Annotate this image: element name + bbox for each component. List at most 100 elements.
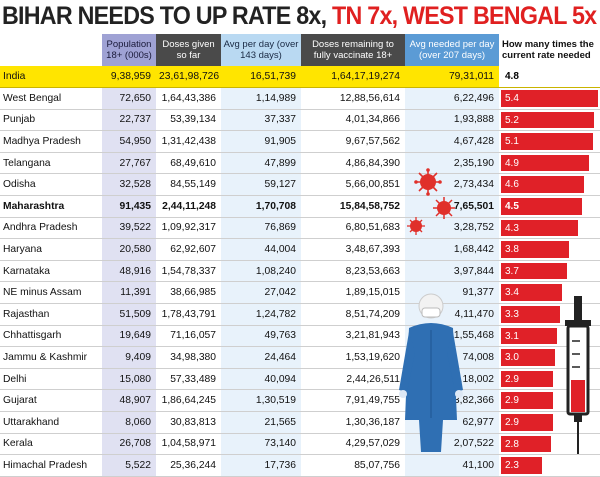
cell-rate: 3.7: [499, 260, 600, 283]
header-needed: Avg needed per day (over 207 days): [405, 34, 499, 66]
table-row: Rajasthan 51,509 1,78,43,791 1,24,782 8,51,7…: [0, 303, 600, 326]
cell-state: Gujarat: [0, 389, 102, 412]
cell-doses: 1,86,64,245: [156, 389, 221, 412]
rate-bar: 2.8: [501, 435, 552, 453]
table-row: West Bengal 72,650 1,64,43,386 1,14,989 12,8…: [0, 87, 600, 110]
rate-bar: 4.8: [501, 68, 519, 85]
cell-needed: 7,65,501: [405, 195, 499, 218]
cell-remaining: 4,86,84,390: [301, 152, 405, 175]
rate-bar: 5.1: [501, 133, 593, 150]
cell-needed: 2,35,190: [405, 152, 499, 175]
title-part1: BIHAR NEEDS TO UP RATE 8x,: [2, 2, 333, 30]
cell-remaining: 12,88,56,614: [301, 87, 405, 110]
cell-avg: 17,736: [221, 454, 301, 477]
cell-state: Delhi: [0, 368, 102, 391]
rate-label: 3.7: [505, 265, 519, 277]
cell-population: 8,060: [102, 411, 156, 434]
rate-label: 4.9: [505, 157, 519, 169]
header-population: Population 18+ (000s): [102, 34, 156, 66]
cell-population: 22,737: [102, 109, 156, 132]
rate-bar: 4.5: [501, 198, 582, 215]
cell-avg: 1,14,989: [221, 87, 301, 110]
cell-needed: 4,11,470: [405, 303, 499, 326]
cell-needed: 2,07,522: [405, 433, 499, 456]
cell-doses: 1,54,78,337: [156, 260, 221, 283]
cell-avg: 1,24,782: [221, 303, 301, 326]
cell-population: 5,522: [102, 454, 156, 477]
cell-remaining: 3,21,81,943: [301, 325, 405, 348]
cell-state: West Bengal: [0, 87, 102, 110]
table-row-india: India 9,38,959 23,61,98,726 16,51,739 1,64,1…: [0, 66, 600, 89]
cell-remaining: 2,44,26,511: [301, 368, 405, 391]
rate-label: 5.1: [505, 136, 519, 148]
cell-needed: 41,100: [405, 454, 499, 477]
cell-rate: 4.9: [499, 152, 600, 175]
cell-population: 32,528: [102, 173, 156, 197]
cell-remaining: 7,91,49,755: [301, 389, 405, 412]
rate-bar: 3.8: [501, 241, 570, 258]
cell-state: Chhattisgarh: [0, 325, 102, 348]
header-avg: Avg per day (over 143 days): [221, 34, 301, 66]
table-row: Madhya Pradesh 54,950 1,31,42,438 91,905 9,6…: [0, 130, 600, 153]
cell-doses: 38,66,985: [156, 281, 221, 305]
table-row: Karnataka 48,916 1,54,78,337 1,08,240 8,23,5…: [0, 260, 600, 283]
cell-state: Maharashtra: [0, 195, 102, 218]
cell-avg: 76,869: [221, 217, 301, 240]
cell-population: 27,767: [102, 152, 156, 175]
title-part2: TN 7x, WEST BENGAL 5x: [332, 2, 597, 30]
cell-rate: 3.1: [499, 325, 600, 348]
rate-label: 3.4: [505, 287, 519, 299]
cell-rate: 4.3: [499, 217, 600, 240]
rate-bar: 3.7: [501, 262, 568, 280]
table-row: Uttarakhand 8,060 30,83,813 21,565 1,30,36,1…: [0, 411, 600, 434]
cell-state: Telangana: [0, 152, 102, 175]
cell-rate: 4.5: [499, 195, 600, 218]
table-row: Delhi 15,080 57,33,489 40,094 2,44,26,511 1,1…: [0, 368, 600, 391]
rate-label: 3.1: [505, 330, 519, 342]
cell-avg: 59,127: [221, 173, 301, 197]
cell-doses: 1,09,92,317: [156, 217, 221, 240]
cell-avg: 1,70,708: [221, 195, 301, 218]
rate-bar: 4.3: [501, 219, 579, 237]
cell-remaining: 5,66,00,851: [301, 173, 405, 197]
cell-avg: 37,337: [221, 109, 301, 132]
cell-state: Punjab: [0, 109, 102, 132]
cell-doses: 62,92,607: [156, 238, 221, 261]
cell-remaining: 1,89,15,015: [301, 281, 405, 305]
cell-avg: 16,51,739: [221, 66, 301, 89]
rate-bar: 2.3: [501, 457, 543, 474]
cell-population: 48,916: [102, 260, 156, 283]
table-row: Himachal Pradesh 5,522 25,36,244 17,736 85,0…: [0, 454, 600, 477]
header-state: [0, 34, 102, 66]
cell-avg: 73,140: [221, 433, 301, 456]
cell-remaining: 8,23,53,663: [301, 260, 405, 283]
cell-rate: 2.8: [499, 433, 600, 456]
cell-avg: 1,08,240: [221, 260, 301, 283]
cell-population: 39,522: [102, 217, 156, 240]
cell-rate: 5.2: [499, 109, 600, 132]
cell-remaining: 8,51,74,209: [301, 303, 405, 326]
table-row: Odisha 32,528 84,55,149 59,127 5,66,00,851 2,…: [0, 173, 600, 197]
cell-needed: 2,73,434: [405, 173, 499, 197]
table-row: Maharashtra 91,435 2,44,11,248 1,70,708 15,8…: [0, 195, 600, 218]
cell-avg: 40,094: [221, 368, 301, 391]
table-row: Gujarat 48,907 1,86,64,245 1,30,519 7,91,49,…: [0, 389, 600, 412]
cell-remaining: 15,84,58,752: [301, 195, 405, 218]
cell-needed: 3,82,366: [405, 389, 499, 412]
table-row: Andhra Pradesh 39,522 1,09,92,317 76,869 6,8…: [0, 217, 600, 240]
rate-label: 5.4: [505, 93, 519, 105]
cell-needed: 3,97,844: [405, 260, 499, 283]
rate-label: 2.3: [505, 460, 519, 472]
cell-needed: 1,18,002: [405, 368, 499, 391]
cell-avg: 27,042: [221, 281, 301, 305]
cell-needed: 3,28,752: [405, 217, 499, 240]
cell-rate: 4.6: [499, 173, 600, 197]
table-row: Punjab 22,737 53,39,134 37,337 4,01,34,866 1,…: [0, 109, 600, 132]
cell-population: 15,080: [102, 368, 156, 391]
rate-bar: 2.9: [501, 392, 554, 409]
cell-rate: 3.0: [499, 346, 600, 369]
cell-avg: 24,464: [221, 346, 301, 369]
cell-needed: 62,977: [405, 411, 499, 434]
rate-label: 4.3: [505, 222, 519, 234]
cell-state: Uttarakhand: [0, 411, 102, 434]
